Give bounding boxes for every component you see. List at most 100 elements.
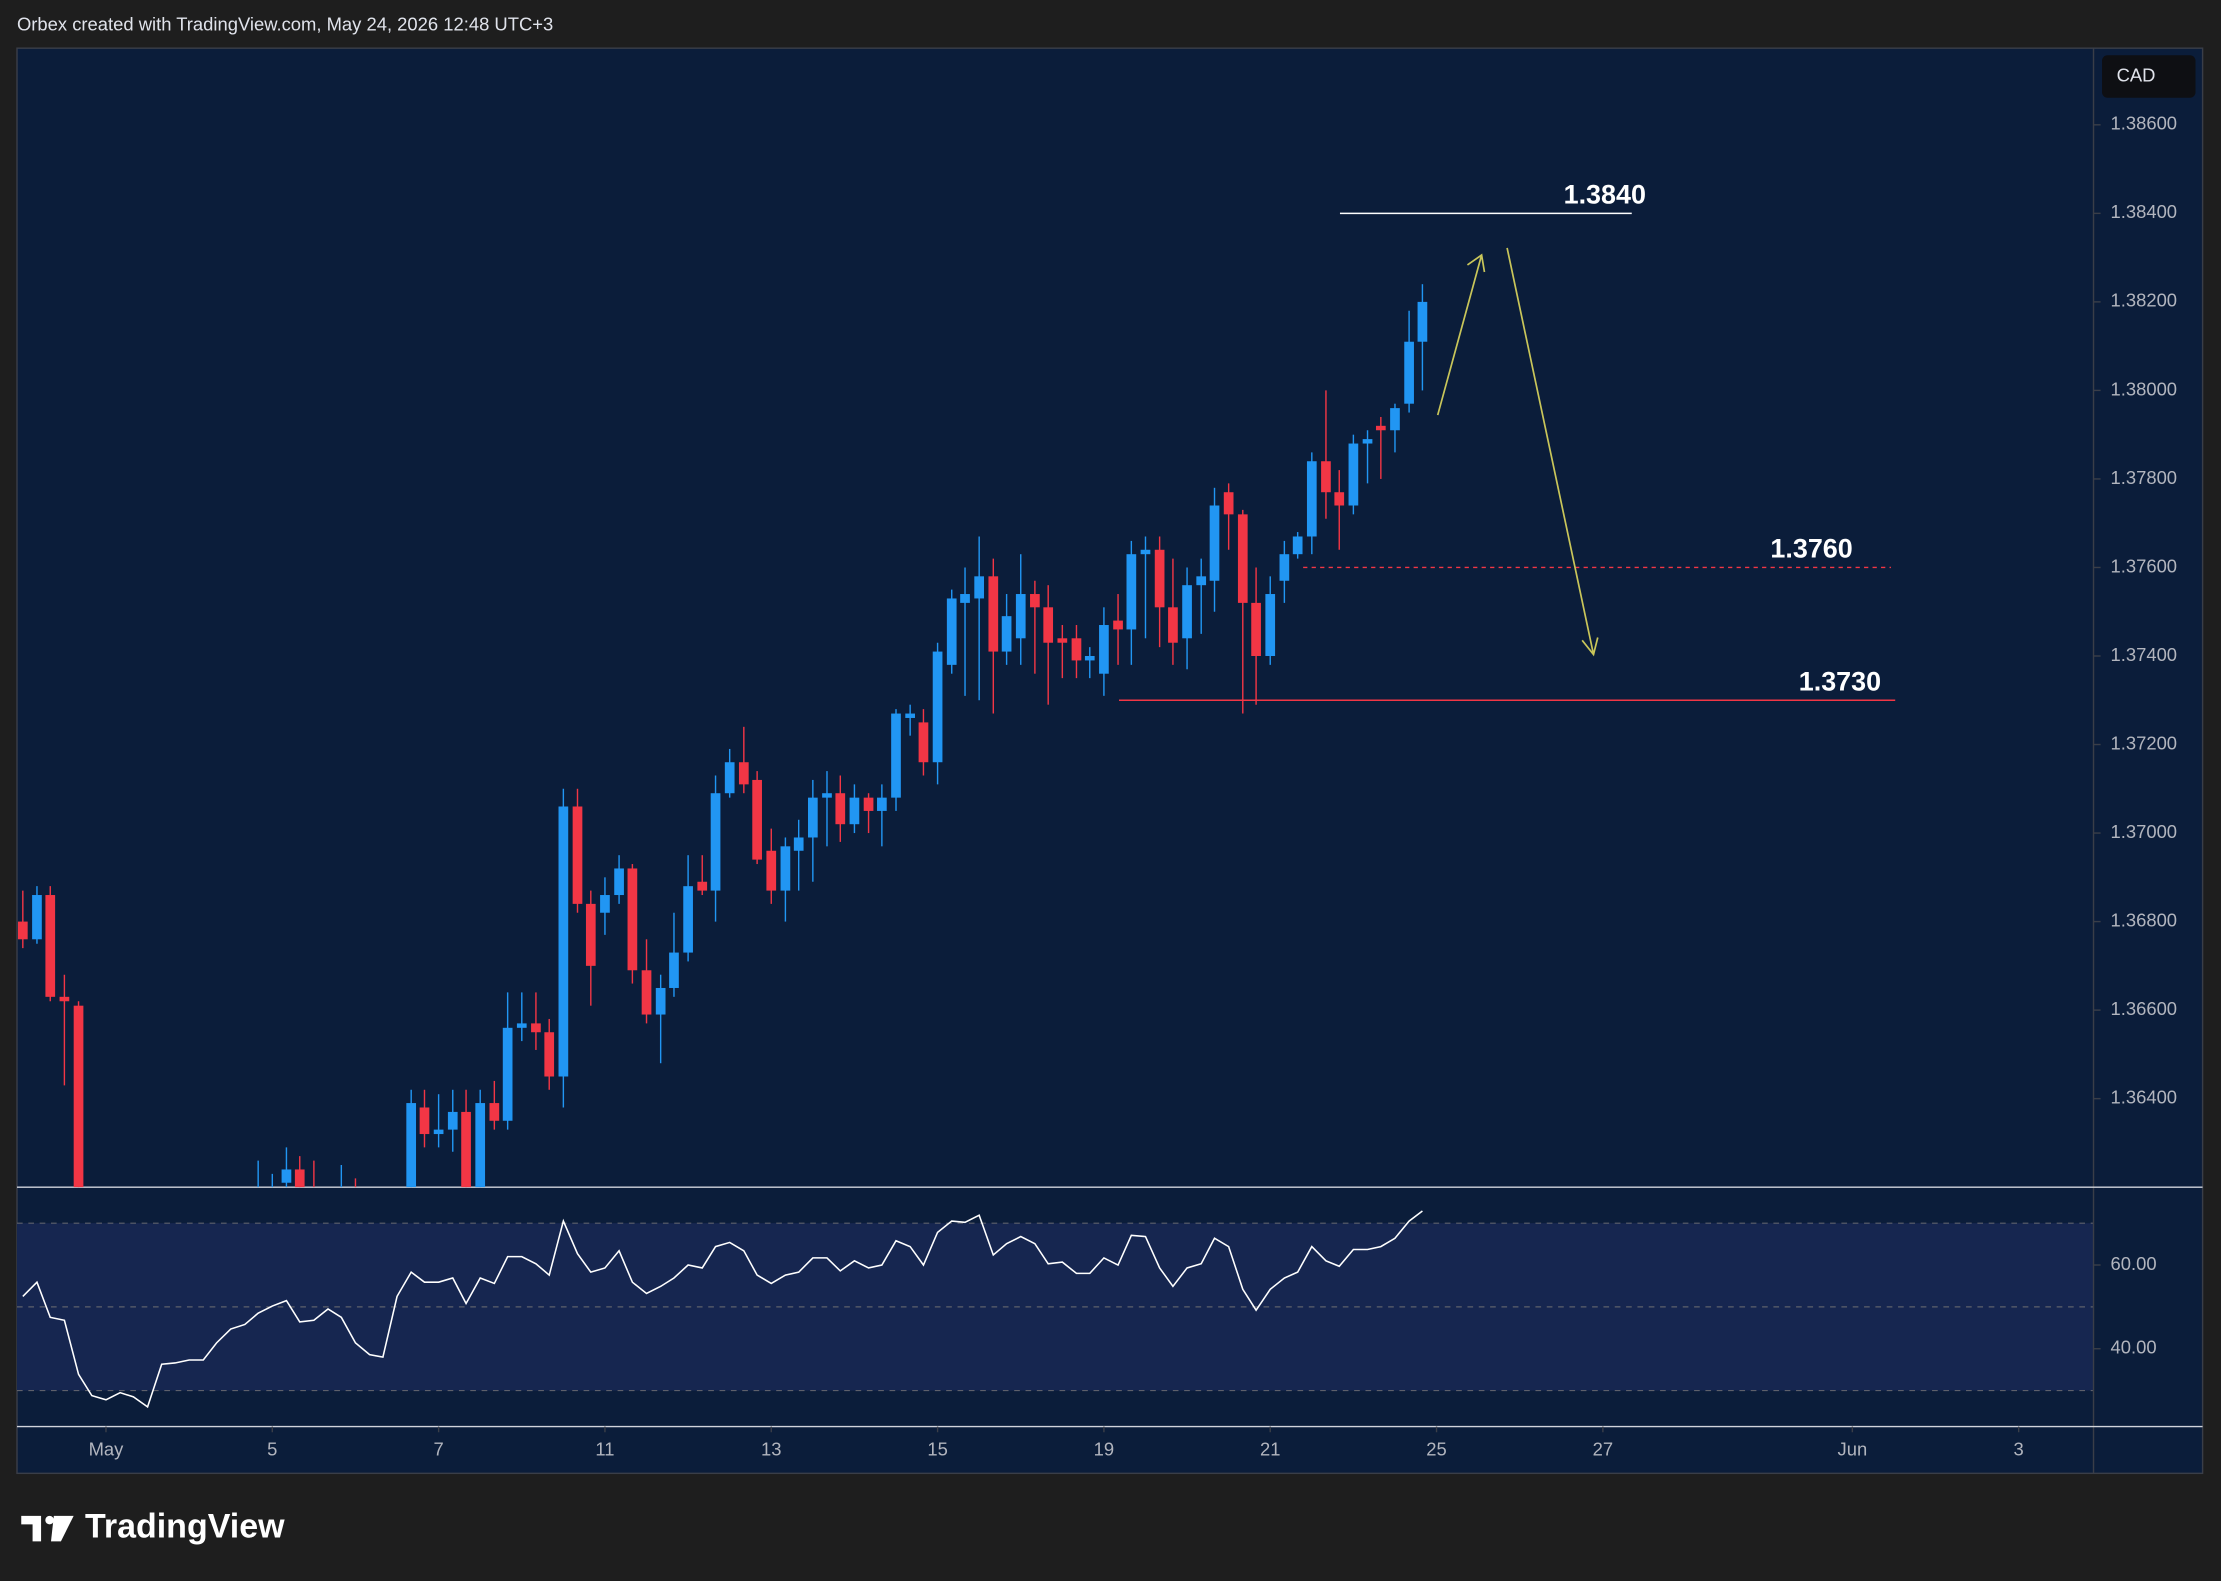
candle-body [1265, 594, 1276, 656]
candle-body [309, 1187, 319, 1188]
candle-body [1043, 607, 1054, 643]
candle-body [59, 996, 70, 1002]
candle-body [614, 868, 624, 896]
forecast-arrows [1436, 247, 1599, 657]
candle-body [780, 846, 791, 891]
x-tick-label: 25 [1426, 1439, 1446, 1460]
candle-body [585, 903, 596, 966]
candle-body [461, 1111, 471, 1188]
candle-body [1168, 607, 1178, 643]
y-tick-label: 1.38400 [2111, 201, 2178, 222]
candle-body [932, 651, 943, 763]
candles [17, 284, 1428, 1188]
candle-body [1015, 594, 1026, 639]
candle-body [905, 713, 915, 718]
candle-body [1140, 549, 1151, 555]
arrow-up [1436, 254, 1483, 416]
candle-body [697, 881, 708, 891]
x-tick-label: 19 [1094, 1439, 1114, 1460]
x-tick-label: Jun [1838, 1439, 1868, 1460]
candle-body [710, 793, 721, 891]
y-tick-label: 1.37600 [2111, 555, 2178, 576]
candle-body [1071, 638, 1082, 661]
candle-body [1113, 620, 1123, 630]
candle-body [1196, 576, 1207, 586]
candle-body [641, 970, 652, 1015]
currency-label: CAD [2117, 64, 2156, 85]
candle-body [32, 895, 42, 940]
candle-body [502, 1027, 513, 1121]
candle-body [1279, 554, 1290, 581]
candle-body [544, 1032, 555, 1077]
candle-body [1292, 536, 1303, 555]
y-tick-label: 60.00 [2111, 1253, 2157, 1274]
candle-body [891, 713, 901, 798]
candle-body [669, 952, 679, 988]
candle-body [1251, 602, 1261, 656]
candle-body [281, 1169, 292, 1183]
y-tick-label: 1.36600 [2111, 998, 2178, 1019]
rsi-band [16, 1223, 2094, 1391]
x-tick-label: 11 [595, 1439, 614, 1460]
candle-body [655, 987, 666, 1015]
candle-body [475, 1103, 486, 1188]
candle-body [1099, 625, 1109, 674]
currency-badge[interactable] [2102, 55, 2196, 98]
candle-body [835, 793, 846, 825]
candle-body [447, 1111, 458, 1130]
arrow-head [1466, 253, 1486, 273]
candle-body [516, 1023, 527, 1028]
candle-body [1154, 549, 1165, 608]
candle-body [1334, 492, 1345, 506]
candle-body [433, 1129, 444, 1135]
annotations: 1.3840 1.3760 1.3730 [1118, 179, 1896, 701]
candle-body [683, 886, 693, 953]
candle-body [1223, 492, 1234, 515]
candle-body [1209, 505, 1220, 581]
candle-body [489, 1103, 500, 1121]
candle-body [988, 576, 999, 652]
candle-body [849, 797, 860, 825]
candle-body [1362, 439, 1373, 444]
x-tick-label: 27 [1593, 1439, 1613, 1460]
candle-body [600, 895, 610, 913]
logo-text: TradingView [85, 1508, 285, 1546]
logo-mark [50, 1515, 74, 1542]
candle-body [807, 797, 818, 838]
y-tick-label: 1.37000 [2111, 821, 2178, 842]
candle-body [822, 793, 832, 798]
logo-mark [21, 1515, 42, 1542]
candle-body [738, 762, 749, 785]
x-tick-label: 3 [2014, 1439, 2024, 1460]
x-tick-label: 15 [927, 1439, 947, 1460]
candle-body [918, 722, 929, 763]
y-tick-label: 1.37800 [2111, 467, 2178, 488]
x-tick-label: May [89, 1439, 125, 1460]
header-text: Orbex created with TradingView.com, May … [17, 13, 553, 34]
candle-body [1126, 554, 1137, 630]
candle-body [17, 921, 28, 940]
y-tick-label: 1.36800 [2111, 909, 2178, 930]
candle-body [1030, 594, 1040, 608]
candle-body [406, 1103, 417, 1188]
candle-body [724, 762, 735, 794]
candle-body [558, 806, 569, 1077]
x-tick-label: 13 [761, 1439, 781, 1460]
arrow-head [1581, 637, 1599, 657]
candle-body [877, 797, 887, 811]
rsi-pane [22, 1210, 1423, 1409]
y-tick-label: 1.37200 [2111, 732, 2178, 753]
y-tick-label: 1.38600 [2111, 113, 2178, 134]
candle-body [946, 598, 957, 665]
candle-body [752, 779, 762, 860]
y-tick-label: 1.36400 [2111, 1086, 2178, 1107]
candle-body [793, 837, 804, 851]
candle-body [1321, 461, 1331, 493]
rsi-line [22, 1210, 1423, 1409]
candle-body [1404, 341, 1414, 404]
candle-body [1237, 514, 1248, 603]
candle-body [863, 797, 874, 811]
candle-body [73, 1005, 84, 1188]
y-tick-label: 40.00 [2111, 1337, 2157, 1358]
